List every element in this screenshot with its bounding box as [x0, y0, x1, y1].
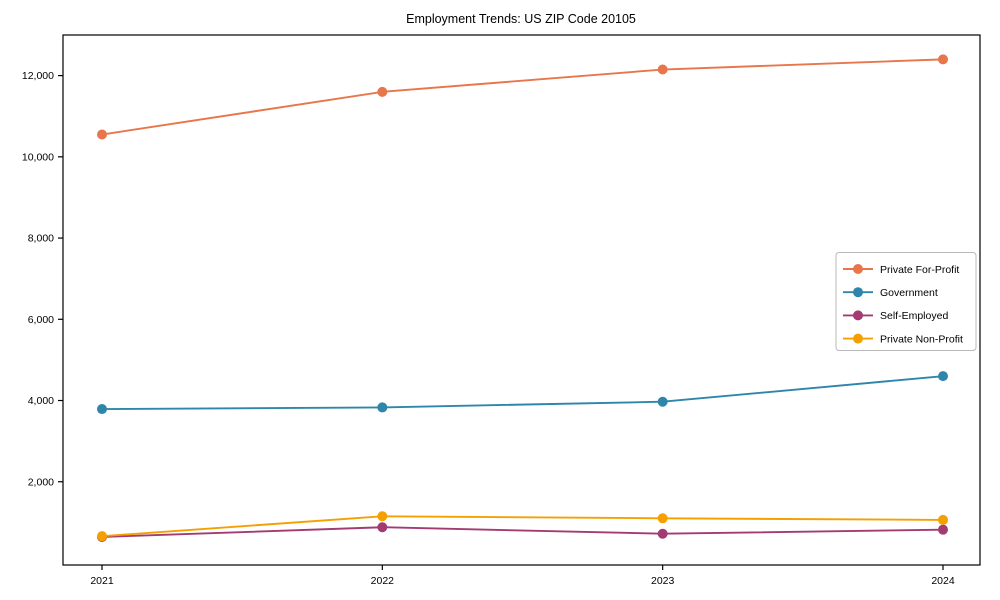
legend-item: Government	[843, 287, 938, 299]
legend-item: Private For-Profit	[843, 264, 959, 276]
y-tick-label: 6,000	[28, 314, 54, 326]
y-tick-label: 8,000	[28, 233, 54, 245]
x-tick-label: 2021	[90, 575, 114, 587]
data-point-marker	[938, 524, 948, 535]
series-line	[101, 58, 944, 136]
y-tick-label: 2,000	[28, 476, 54, 488]
data-point-marker	[938, 514, 948, 525]
data-point-marker	[657, 528, 668, 539]
legend-item: Private Non-Profit	[843, 333, 963, 345]
legend-marker	[853, 287, 863, 298]
y-tick-label: 4,000	[28, 395, 54, 407]
legend-item: Self-Employed	[843, 310, 948, 322]
y-tick-label: 12,000	[22, 70, 54, 82]
x-tick-label: 2023	[651, 575, 675, 587]
legend-label: Government	[880, 287, 938, 299]
data-point-marker	[938, 371, 948, 382]
legend-label: Private Non-Profit	[880, 333, 963, 345]
data-point-marker	[657, 396, 668, 407]
legend-marker	[853, 333, 863, 344]
data-point-marker	[377, 402, 388, 413]
data-point-marker	[97, 129, 107, 140]
series-line	[101, 526, 944, 538]
data-point-marker	[657, 64, 668, 75]
y-tick-label: 10,000	[22, 151, 54, 163]
data-point-marker	[377, 511, 388, 522]
legend-box	[835, 252, 977, 351]
chart-title: Employment Trends: US ZIP Code 20105	[406, 12, 636, 26]
x-tick-label: 2022	[371, 575, 395, 587]
legend: Private For-Profit Government Self-Employe…	[835, 252, 977, 351]
x-tick-label: 2024	[931, 575, 955, 587]
data-point-marker	[657, 513, 668, 524]
data-point-marker	[377, 86, 388, 97]
data-point-marker	[938, 54, 948, 65]
data-point-marker	[97, 404, 107, 415]
legend-label: Self-Employed	[880, 310, 948, 322]
series-line	[101, 375, 944, 410]
data-point-marker	[377, 522, 388, 533]
legend-marker	[853, 264, 863, 274]
data-point-marker	[97, 531, 107, 542]
axes-layer: 2,000 4,000 6,000 8,000 10,000 12,000 2021 2022…	[22, 34, 981, 587]
plot-border	[62, 34, 981, 566]
legend-label: Private For-Profit	[880, 264, 959, 276]
legend-marker	[853, 310, 863, 321]
series-line	[101, 515, 944, 538]
series-layer	[97, 54, 948, 542]
